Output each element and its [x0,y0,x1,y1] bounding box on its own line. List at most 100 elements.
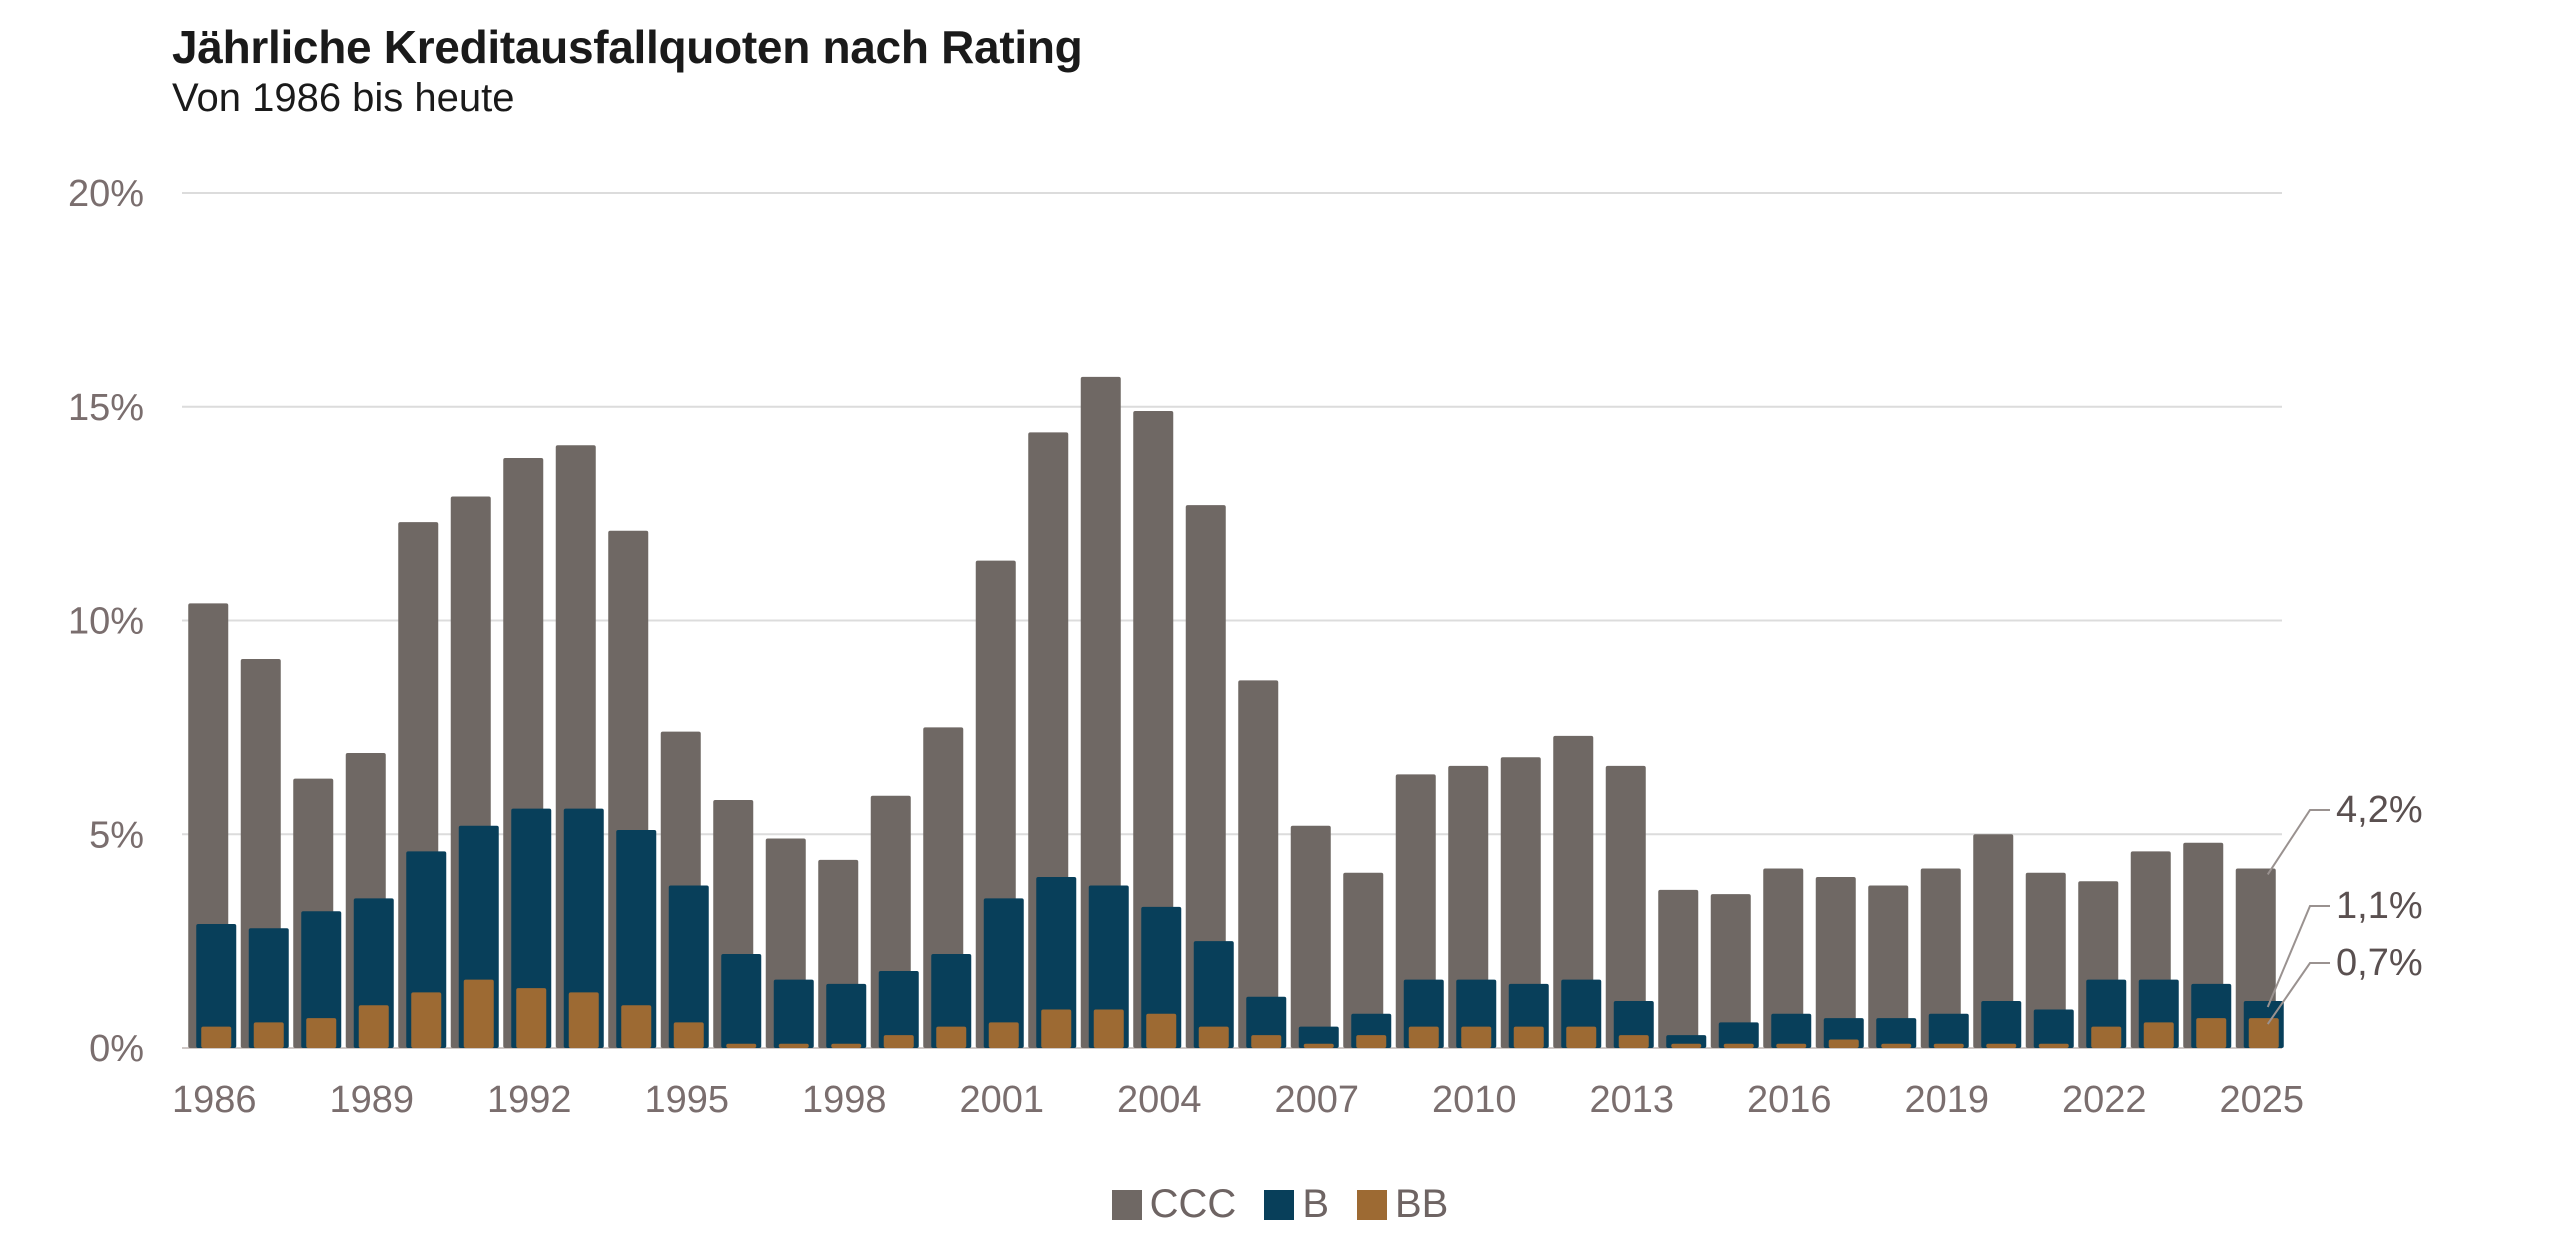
bar-bb [2091,1026,2122,1048]
x-tick-label: 2016 [1747,1079,1832,1121]
legend-label-ccc: CCC [1149,1182,1237,1226]
bar-ccc [1185,505,1226,1048]
chart-title: Jährliche Kreditausfallquoten nach Ratin… [172,21,1083,73]
x-tick-label: 1992 [487,1079,572,1121]
bar-b [931,953,972,1048]
bar-b [668,885,709,1048]
legend-item-ccc: CCC [1111,1182,1237,1227]
bar-bb [1146,1013,1177,1048]
bar-bb [1671,1043,1702,1048]
bar-bb [621,1005,652,1048]
end-value-label: 1,1% [2336,885,2423,927]
bar-bb [936,1026,967,1048]
bar-b [248,928,289,1048]
bar-b [1928,1013,1969,1048]
bar-bb [988,1022,1019,1048]
x-tick-label: 2025 [2219,1079,2304,1121]
legend-item-b: B [1264,1182,1329,1227]
bar-bb [1251,1035,1282,1048]
bar-bb [306,1018,337,1048]
bar-bb [1198,1026,1229,1048]
bar-bb [831,1043,862,1048]
bar-bb [1461,1026,1492,1048]
bar-b [1876,1018,1917,1048]
leader-line [2266,962,2330,1025]
bar-bb [1408,1026,1439,1048]
bar-ccc [1710,894,1751,1048]
bar-ccc [1868,885,1909,1048]
bar-bb [411,992,442,1048]
bar-ccc [1133,411,1174,1048]
bar-ccc [1500,757,1541,1048]
bar-ccc [1973,834,2014,1048]
legend-swatch-ccc [1111,1189,1142,1220]
x-tick-label: 2004 [1117,1079,1202,1121]
bar-b [1771,1013,1812,1048]
bar-bb [1776,1043,1807,1048]
bar-b [196,924,237,1048]
bar-bb [2248,1018,2279,1048]
leader-line [2266,809,2330,875]
bar-bb [568,992,599,1048]
bar-b [301,911,342,1048]
bar-bb [1618,1035,1649,1048]
x-tick-label: 2007 [1274,1079,1359,1121]
bar-bb [253,1022,284,1048]
bar-bb [2143,1022,2174,1048]
bar-bb [883,1035,914,1048]
bar-bb [1986,1043,2017,1048]
x-tick-label: 1995 [644,1079,729,1121]
bar-bb [1881,1043,1912,1048]
y-tick-label: 10% [68,601,144,643]
bar-ccc [1763,868,1804,1048]
leader-line [2266,905,2330,1008]
bar-ccc [1448,765,1489,1048]
y-tick-label: 5% [89,814,144,856]
bar-bb [1513,1026,1544,1048]
bar-bb [1303,1043,1334,1048]
x-tick-label: 1989 [329,1079,414,1121]
bar-bb [516,988,547,1048]
bar-b [826,983,867,1048]
bar-bb [1093,1009,1124,1048]
legend-swatch-bb [1357,1189,1387,1220]
bar-b [563,808,604,1048]
bar-ccc [1553,735,1594,1048]
x-tick-label: 2019 [1904,1079,1989,1121]
y-tick-label: 0% [89,1028,144,1070]
bar-bb [2038,1043,2069,1048]
bar-ccc [2025,872,2066,1048]
bar-bb [1566,1026,1597,1048]
bar-b [2033,1009,2074,1048]
legend-swatch-b [1264,1189,1295,1220]
bar-bb [463,979,494,1048]
bar-b [1981,1000,2022,1048]
chart-subtitle: Von 1986 bis heute [172,76,515,120]
bar-ccc [1290,825,1331,1048]
bar-ccc [1658,889,1699,1048]
bar-bb [1723,1043,1754,1048]
bar-ccc [1343,872,1384,1048]
bar-bb [1933,1043,1964,1048]
bar-bb [726,1043,757,1048]
bar-ccc [1815,877,1856,1048]
legend-label-b: B [1302,1182,1329,1226]
x-tick-label: 1986 [172,1079,257,1121]
end-value-label: 0,7% [2336,942,2423,984]
bar-bb [1828,1039,1859,1048]
y-tick-label: 15% [68,387,144,429]
bar-b [878,971,919,1048]
x-tick-label: 1998 [802,1079,887,1121]
x-tick-label: 2001 [959,1079,1044,1121]
bar-chart: 0% 5% 10% 15% 20% 1986 1989 1992 1995 1998 2001 200… [68,173,2423,1121]
bar-b [1193,941,1234,1048]
bar-b [1141,906,1182,1048]
bar-bb [2196,1018,2227,1048]
legend-item-bb: BB [1357,1182,1448,1227]
bar-b [1088,885,1129,1048]
bar-ccc [1080,376,1121,1048]
end-value-label: 4,2% [2336,789,2423,831]
bar-b [983,898,1024,1048]
bar-b [1298,1026,1339,1048]
bar-b [1718,1022,1759,1048]
